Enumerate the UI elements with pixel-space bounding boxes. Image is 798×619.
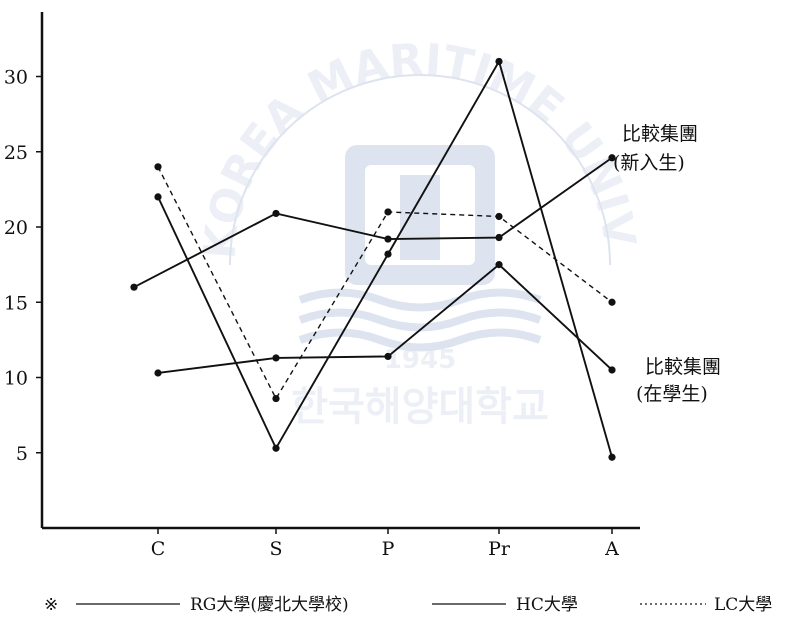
x-ticks: C S P Pr A: [151, 528, 619, 560]
data-point: [495, 233, 503, 242]
y-tick-label: 15: [4, 292, 28, 314]
y-tick-label: 20: [4, 217, 28, 239]
data-point: [384, 208, 392, 216]
series-0: [154, 57, 616, 461]
data-point: [130, 283, 138, 291]
data-point: [495, 57, 503, 66]
data-point: [608, 453, 616, 461]
legend: ※ RG大學(慶北大學校) HC大學 LC大學: [44, 595, 772, 615]
series-2: [130, 154, 616, 291]
annotation-students: 比較集團 (在學生): [636, 356, 721, 405]
y-tick-label: 30: [4, 67, 28, 89]
data-point: [272, 209, 280, 218]
legend-marker: ※: [44, 595, 58, 615]
x-tick-label: S: [269, 538, 282, 560]
data-point: [384, 235, 392, 243]
x-tick-label: C: [151, 538, 166, 560]
data-point: [154, 369, 162, 377]
data-point: [272, 394, 280, 403]
annotation-students-line1: 比較集團: [645, 356, 721, 378]
legend-label-rg: RG大學(慶北大學校): [190, 595, 349, 615]
x-tick-label: P: [382, 538, 395, 560]
data-point: [608, 366, 616, 374]
data-point: [154, 163, 162, 171]
x-tick-label: Pr: [488, 538, 511, 560]
y-tick-label: 10: [4, 368, 28, 390]
data-point: [608, 154, 616, 162]
legend-label-lc: LC大學: [714, 595, 772, 615]
data-point: [495, 212, 503, 221]
y-ticks: 5 10 15 20 25 30: [4, 67, 42, 465]
series-layer: [130, 57, 616, 461]
watermark-year: 1945: [384, 345, 456, 375]
annotation-freshmen-line1: 比較集團: [622, 123, 698, 145]
data-point: [154, 193, 162, 201]
watermark-arc-text: KOREA MARITIME UNIVERSITY: [0, 0, 645, 261]
data-point: [384, 352, 392, 361]
watermark-logo: KOREA MARITIME UNIVERSITY 1945 한국해양대학교: [0, 0, 645, 430]
annotation-students-line2: (在學生): [636, 383, 708, 405]
data-point: [272, 354, 280, 362]
data-point: [272, 444, 280, 452]
annotation-freshmen: 比較集團 (新入生): [613, 123, 698, 174]
x-tick-label: A: [604, 538, 619, 560]
data-point: [495, 261, 503, 269]
annotation-freshmen-line2: (新入生): [613, 152, 685, 174]
legend-label-hc: HC大學: [516, 595, 578, 615]
data-point: [384, 250, 392, 258]
series-3: [154, 163, 616, 403]
watermark-emblem: [345, 145, 495, 285]
data-point: [608, 298, 616, 306]
series-1: [154, 261, 616, 377]
watermark-korean-text: 한국해양대학교: [291, 384, 549, 430]
y-tick-label: 25: [4, 142, 28, 164]
y-tick-label: 5: [16, 443, 28, 465]
